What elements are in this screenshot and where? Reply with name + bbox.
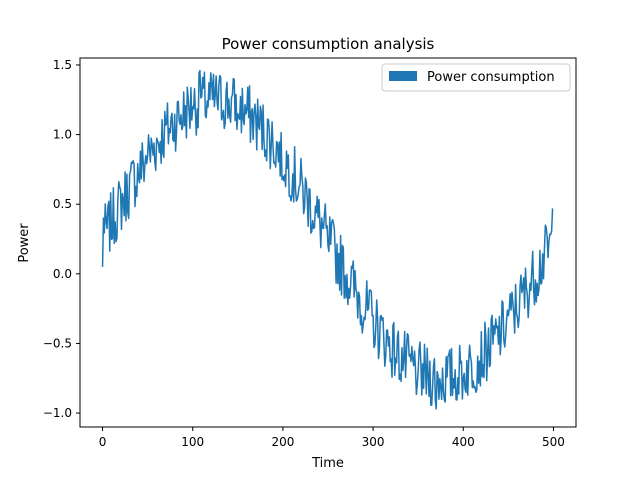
y-tick-label: −0.5	[43, 336, 72, 350]
plot-area	[101, 69, 554, 410]
x-tick-label: 0	[99, 435, 107, 449]
y-tick-label: 1.5	[53, 58, 72, 72]
legend-box	[381, 63, 571, 92]
legend-label: Power consumption	[427, 70, 555, 85]
y-tick-label: −1.0	[43, 406, 72, 420]
series-line-power-consumption	[101, 69, 554, 410]
y-tick-label: 0.0	[53, 267, 72, 281]
y-tick-label: 1.0	[53, 128, 72, 142]
y-axis-label: Power	[17, 223, 32, 263]
chart-title: Power consumption analysis	[222, 35, 435, 53]
x-tick-label: 200	[271, 435, 294, 449]
x-tick-label: 500	[542, 435, 565, 449]
x-axis-label: Time	[311, 456, 344, 471]
legend-swatch	[389, 71, 417, 81]
x-tick-label: 100	[181, 435, 204, 449]
y-tick-label: 0.5	[53, 197, 72, 211]
x-tick-label: 400	[452, 435, 475, 449]
axis-ticks: 0 100 200 300 400 500 −1.0 −0.5 0.0 0.5 1.0 1.5	[43, 58, 565, 449]
axes-frame	[79, 57, 577, 428]
legend: Power consumption	[381, 63, 571, 92]
x-tick-label: 300	[362, 435, 385, 449]
